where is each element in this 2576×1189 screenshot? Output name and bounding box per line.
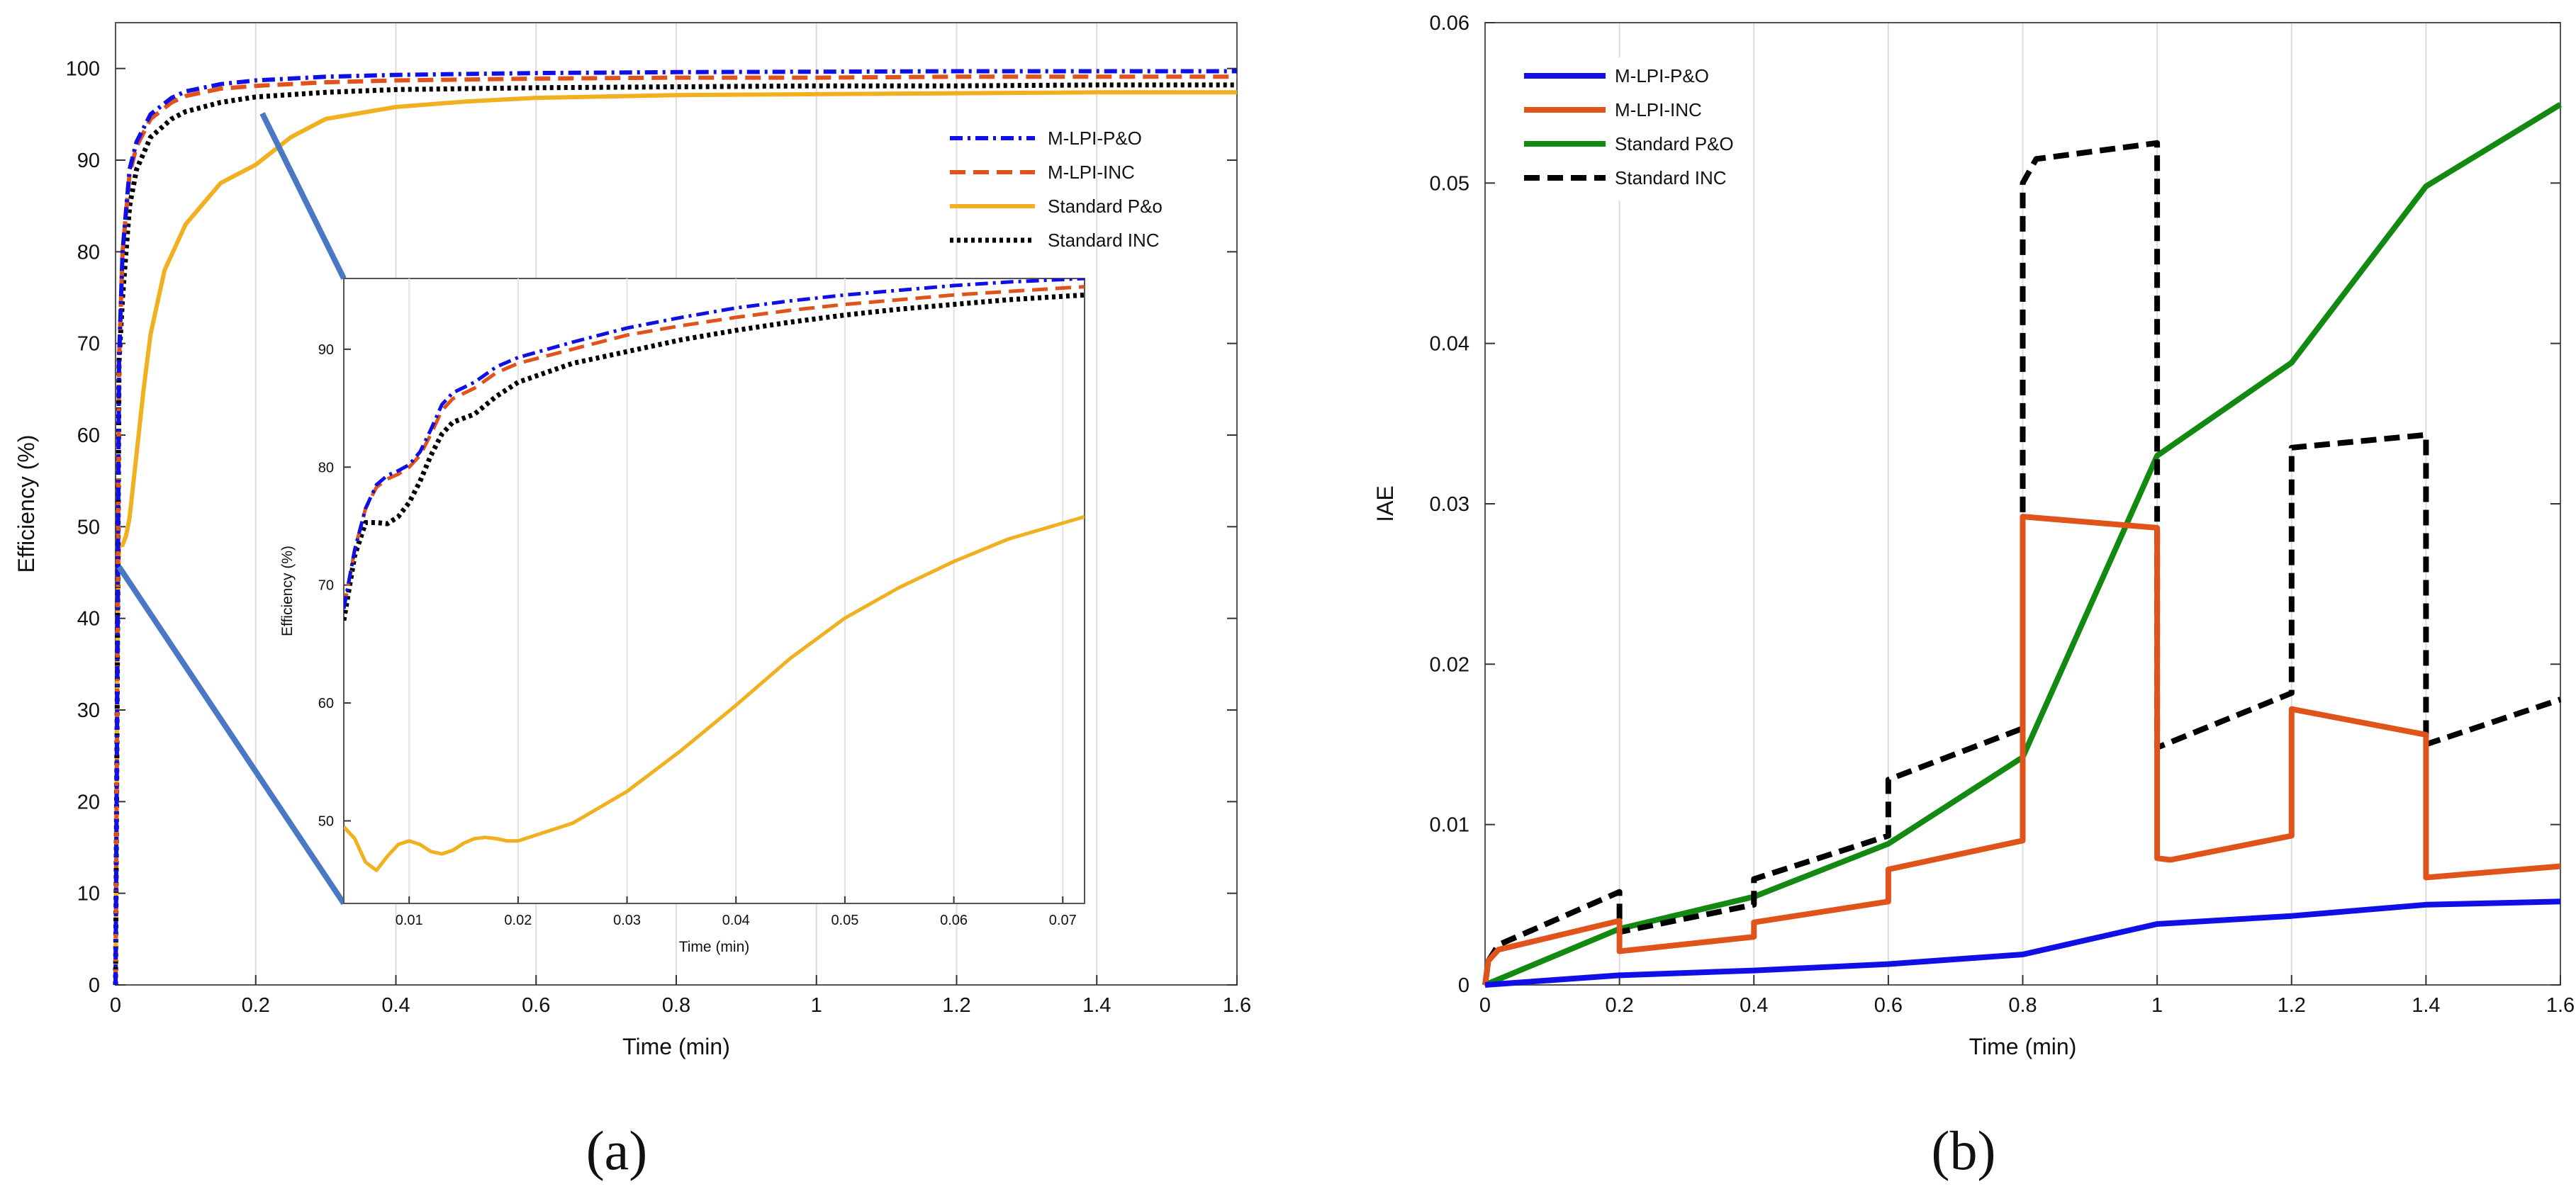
x-tick-label: 0.6	[1874, 994, 1903, 1017]
x-tick-label: 0.8	[2008, 994, 2037, 1017]
inset-series-line	[344, 292, 1085, 621]
x-tick-label: 0.6	[522, 994, 550, 1017]
y-tick-label: 90	[77, 150, 100, 172]
inset-x-axis-label: Time (min)	[679, 939, 750, 955]
inset-y-tick-label: 50	[318, 814, 334, 830]
legend-label: M-LPI-P&O	[1615, 65, 1709, 86]
x-tick-label: 1.2	[2278, 994, 2306, 1017]
inset-frame	[343, 278, 1085, 904]
x-tick-label: 0.4	[381, 994, 410, 1017]
inset-x-tick-label: 0.01	[396, 913, 423, 928]
x-tick-label: 1.6	[1223, 994, 1251, 1017]
inset-chart: 0.01 0.02 0.03 0.04 0.05 0.06 0.07 50 60 70 80 90 Ti…	[279, 278, 1085, 955]
y-tick-label: 80	[77, 241, 100, 264]
y-tick-label: 0.03	[1430, 493, 1469, 516]
inset-y-tick-label: 70	[318, 578, 334, 594]
y-tick-label: 10	[77, 883, 100, 906]
y-tick-label: 20	[77, 791, 100, 813]
inset-x-tick-label: 0.03	[613, 913, 641, 928]
caption-a: (a)	[586, 1120, 648, 1181]
legend-label: Standard INC	[1048, 230, 1160, 251]
inset-x-tick-label: 0.06	[940, 913, 968, 928]
y-tick-label: 70	[77, 333, 100, 356]
y-tick-label: 0.02	[1430, 653, 1469, 676]
legend-label: Standard P&O	[1615, 133, 1734, 154]
x-tick-label: 1.4	[1082, 994, 1111, 1017]
inset-x-tick-label: 0.02	[504, 913, 532, 928]
inset-series-line	[344, 278, 1085, 609]
x-tick-label: 1.6	[2546, 994, 2575, 1017]
x-tick-label: 0.2	[1605, 994, 1633, 1017]
y-axis-label: IAE	[1372, 485, 1398, 522]
series-line	[113, 90, 1237, 986]
inset-y-tick-label: 90	[318, 342, 334, 358]
series-line	[1482, 514, 2561, 986]
legend-label: M-LPI-INC	[1048, 162, 1135, 183]
y-tick-label: 0.01	[1430, 814, 1469, 837]
legend-label: M-LPI-P&O	[1048, 128, 1142, 149]
y-tick-label: 0	[1458, 974, 1469, 997]
efficiency-chart: 0 0.2 0.4 0.6 0.8 1 1.2 1.4 1.6 0 10 20 30 40 50 60 70 80…	[13, 22, 1251, 1181]
x-tick-label: 1	[2151, 994, 2163, 1017]
y-tick-label: 60	[77, 424, 100, 447]
y-tick-label: 50	[77, 516, 100, 539]
series-line	[113, 69, 1237, 986]
inset-y-tick-label: 60	[318, 696, 334, 711]
x-axis-label: Time (min)	[1969, 1034, 2077, 1059]
y-tick-label: 30	[77, 699, 100, 722]
y-tick-label: 100	[66, 58, 100, 81]
x-tick-label: 1.2	[942, 994, 970, 1017]
inset-series-line	[344, 514, 1085, 872]
y-tick-label: 0.06	[1430, 12, 1469, 35]
inset-y-axis-label: Efficiency (%)	[279, 546, 296, 636]
legend-label: Standard INC	[1615, 167, 1727, 188]
y-tick-label: 0.05	[1430, 172, 1469, 195]
legend-label: M-LPI-INC	[1615, 99, 1702, 120]
x-tick-label: 0.2	[242, 994, 270, 1017]
x-tick-label: 1	[811, 994, 822, 1017]
y-tick-label: 40	[77, 608, 100, 631]
series-line	[1482, 140, 2562, 986]
x-tick-label: 0.4	[1740, 994, 1768, 1017]
x-tick-label: 0	[110, 994, 121, 1017]
inset-x-tick-label: 0.05	[831, 913, 858, 928]
legend-label: Standard P&o	[1048, 196, 1163, 217]
inset-series-line	[344, 285, 1085, 609]
x-tick-label: 0	[1479, 994, 1491, 1017]
y-axis-label: Efficiency (%)	[13, 434, 39, 573]
inset-x-tick-label: 0.04	[722, 913, 750, 928]
zoom-connector	[259, 112, 347, 280]
series-line	[1484, 898, 2561, 988]
inset-y-tick-label: 80	[318, 460, 334, 475]
y-tick-label: 0	[89, 974, 100, 997]
caption-b: (b)	[1932, 1120, 1996, 1181]
y-tick-label: 0.04	[1430, 333, 1469, 356]
iae-chart: 0 0.2 0.4 0.6 0.8 1 1.2 1.4 1.6 0 0.01 0.02 0.03 0.04…	[1372, 12, 2575, 1181]
x-tick-label: 1.4	[2412, 994, 2440, 1017]
inset-x-tick-label: 0.07	[1049, 913, 1077, 928]
x-axis-label: Time (min)	[622, 1034, 730, 1059]
x-tick-label: 0.8	[662, 994, 690, 1017]
zoom-connector	[116, 565, 347, 906]
